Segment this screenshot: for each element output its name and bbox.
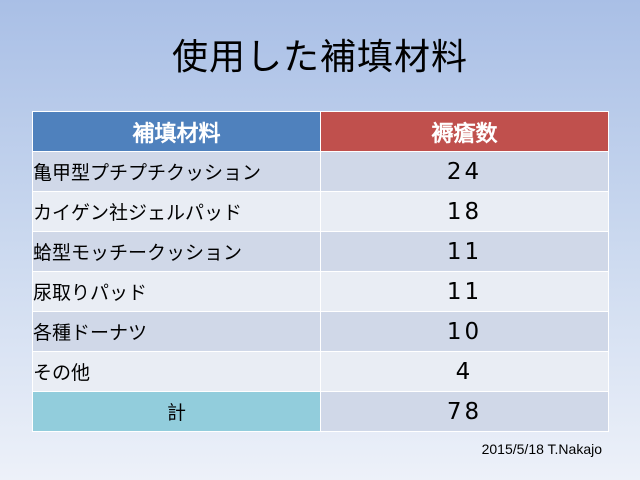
table-row: 蛤型モッチークッション 11: [32, 231, 609, 272]
total-value: 78: [320, 391, 609, 432]
pressure-ulcer-count: 4: [320, 351, 609, 392]
pressure-ulcer-count: 24: [320, 151, 609, 192]
slide-title: 使用した補填材料: [171, 37, 468, 78]
date-author-note: 2015/5/18 T.Nakajo: [481, 441, 602, 457]
materials-table: 補填材料 褥瘡数 亀甲型プチプチクッション 24 カイゲン社ジェルパッド 18 …: [32, 111, 609, 432]
material-name: カイゲン社ジェルパッド: [32, 191, 321, 232]
material-name: その他: [32, 351, 321, 392]
table-row: 尿取りパッド 11: [32, 271, 609, 312]
material-name: 尿取りパッド: [32, 271, 321, 312]
total-label: 計: [32, 391, 321, 432]
pressure-ulcer-count: 10: [320, 311, 609, 352]
header-material: 補填材料: [32, 111, 321, 152]
table-row: カイゲン社ジェルパッド 18: [32, 191, 609, 232]
table-row: その他 4: [32, 351, 609, 392]
pressure-ulcer-count: 18: [320, 191, 609, 232]
material-name: 亀甲型プチプチクッション: [32, 151, 321, 192]
pressure-ulcer-count: 11: [320, 231, 609, 272]
table-row: 各種ドーナツ 10: [32, 311, 609, 352]
total-row: 計 78: [32, 391, 609, 432]
header-count: 褥瘡数: [320, 111, 609, 152]
table-header-row: 補填材料 褥瘡数: [32, 111, 609, 152]
table-row: 亀甲型プチプチクッション 24: [32, 151, 609, 192]
pressure-ulcer-count: 11: [320, 271, 609, 312]
material-name: 各種ドーナツ: [32, 311, 321, 352]
material-name: 蛤型モッチークッション: [32, 231, 321, 272]
